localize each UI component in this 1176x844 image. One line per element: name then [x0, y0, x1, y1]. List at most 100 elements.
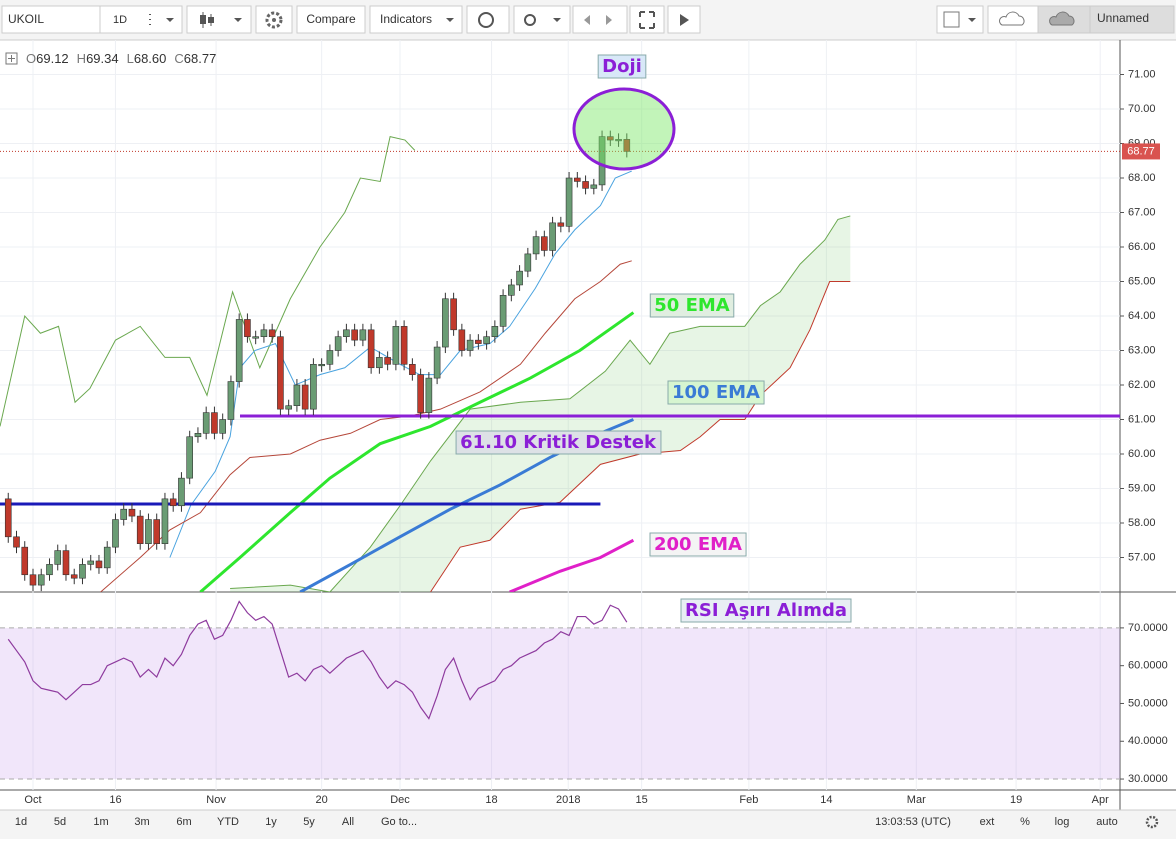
layout-name[interactable]: Unnamed: [1097, 11, 1149, 25]
candle-body: [400, 326, 408, 365]
candle-body: [541, 236, 548, 251]
layout-box[interactable]: [1089, 5, 1175, 34]
candle-body: [54, 550, 62, 565]
candle-body: [466, 339, 474, 351]
candle-body: [458, 329, 466, 351]
settings-gear[interactable]: [1145, 815, 1159, 829]
annotation-box: [597, 54, 647, 79]
range-button[interactable]: 5d: [54, 816, 66, 828]
candle-body: [433, 346, 441, 379]
y-tick-label: 71.00: [1128, 68, 1156, 80]
candle-body: [285, 405, 292, 410]
candle-body: [310, 363, 317, 410]
goto[interactable]: Go to...: [381, 816, 417, 828]
fullscreen[interactable]: [629, 5, 665, 34]
interval[interactable]: 1D: [113, 14, 127, 26]
candle-body: [499, 294, 507, 327]
candle-body: [359, 329, 367, 341]
indicator-line: [509, 538, 635, 592]
candle-body: [582, 181, 589, 189]
doji-highlight: [572, 87, 676, 171]
compare[interactable]: Compare: [306, 12, 356, 26]
o-label: O: [26, 51, 36, 66]
x-tick-label: Apr: [1092, 794, 1109, 806]
annotation-box: [667, 380, 765, 405]
annotation: 100 EMA: [672, 382, 760, 403]
indicator-line: [430, 281, 851, 592]
rsi-line: [7, 600, 628, 720]
alert[interactable]: [466, 5, 510, 34]
candle-body: [557, 222, 565, 227]
range-button[interactable]: 1d: [15, 816, 27, 828]
candle-body: [301, 384, 309, 410]
range-button[interactable]: 6m: [176, 816, 191, 828]
legend-toggle[interactable]: [5, 52, 18, 65]
candle-body: [252, 336, 259, 339]
range-button[interactable]: 1y: [265, 816, 277, 828]
range-button[interactable]: YTD: [217, 816, 239, 828]
candle-body: [211, 412, 218, 434]
annotation-box: [649, 293, 735, 318]
theme[interactable]: [513, 5, 571, 34]
candle-body: [161, 498, 169, 545]
x-tick-label: Feb: [739, 794, 758, 806]
candle-body: [409, 363, 416, 375]
y-tick-label: 58.00: [1128, 517, 1156, 529]
rsi-tick-label: 60.0000: [1128, 660, 1168, 672]
annotation-box: [455, 430, 662, 455]
candle-body: [29, 574, 37, 586]
load-cloud[interactable]: [987, 5, 1039, 34]
candle-body: [4, 498, 12, 538]
rsi-tick-label: 30.0000: [1128, 773, 1168, 785]
rsi-tick-label: 70.0000: [1128, 622, 1168, 634]
candle-body: [318, 363, 325, 367]
x-tick-label: 14: [820, 794, 832, 806]
range-button[interactable]: All: [342, 816, 354, 828]
indicators-button[interactable]: [369, 5, 463, 34]
chart-style[interactable]: [186, 5, 252, 34]
indicators[interactable]: Indicators: [380, 12, 432, 26]
candle-body: [351, 329, 358, 341]
x-tick-label: Mar: [907, 794, 926, 806]
candle-body: [565, 177, 573, 227]
y-tick-label: 68.00: [1128, 172, 1156, 184]
y-tick-label: 66.00: [1128, 241, 1156, 253]
ohlc-legend: O69.12 H69.34 L68.60 C68.77: [26, 51, 216, 66]
candle-body: [590, 184, 598, 189]
candle-body: [483, 336, 490, 344]
annotation: Doji: [602, 56, 642, 77]
scale-option[interactable]: %: [1020, 816, 1030, 828]
candle-body: [343, 329, 350, 337]
candle-body: [46, 564, 53, 576]
l-value: 68.60: [134, 51, 167, 66]
compare-button[interactable]: [296, 5, 366, 34]
candle-body: [62, 550, 70, 576]
candle-body: [532, 236, 540, 255]
y-tick-label: 63.00: [1128, 344, 1156, 356]
undo-redo[interactable]: [572, 5, 628, 34]
annotation-box: [680, 598, 852, 623]
candle-body: [524, 253, 532, 272]
candle-body: [202, 412, 210, 434]
range-button[interactable]: 1m: [93, 816, 108, 828]
c-value: 68.77: [184, 51, 217, 66]
scale-option[interactable]: auto: [1096, 816, 1117, 828]
candle-body: [120, 508, 128, 520]
annotation: RSI Aşırı Alımda: [685, 600, 847, 621]
symbol-box[interactable]: [1, 5, 101, 34]
candle-body: [79, 564, 86, 579]
h-value: 69.34: [86, 51, 119, 66]
candle-body: [367, 329, 375, 369]
scale-option[interactable]: log: [1055, 816, 1070, 828]
indicator-line: [0, 135, 416, 427]
rsi-tick-label: 50.0000: [1128, 697, 1168, 709]
indicator-line: [230, 215, 851, 592]
candle-body: [384, 357, 391, 365]
symbol[interactable]: UKOIL: [8, 12, 44, 26]
candle-body: [491, 326, 499, 338]
range-button[interactable]: 3m: [134, 816, 149, 828]
candle-body: [37, 574, 45, 586]
scale-option[interactable]: ext: [980, 816, 995, 828]
range-button[interactable]: 5y: [303, 816, 315, 828]
candle-body: [326, 350, 334, 365]
